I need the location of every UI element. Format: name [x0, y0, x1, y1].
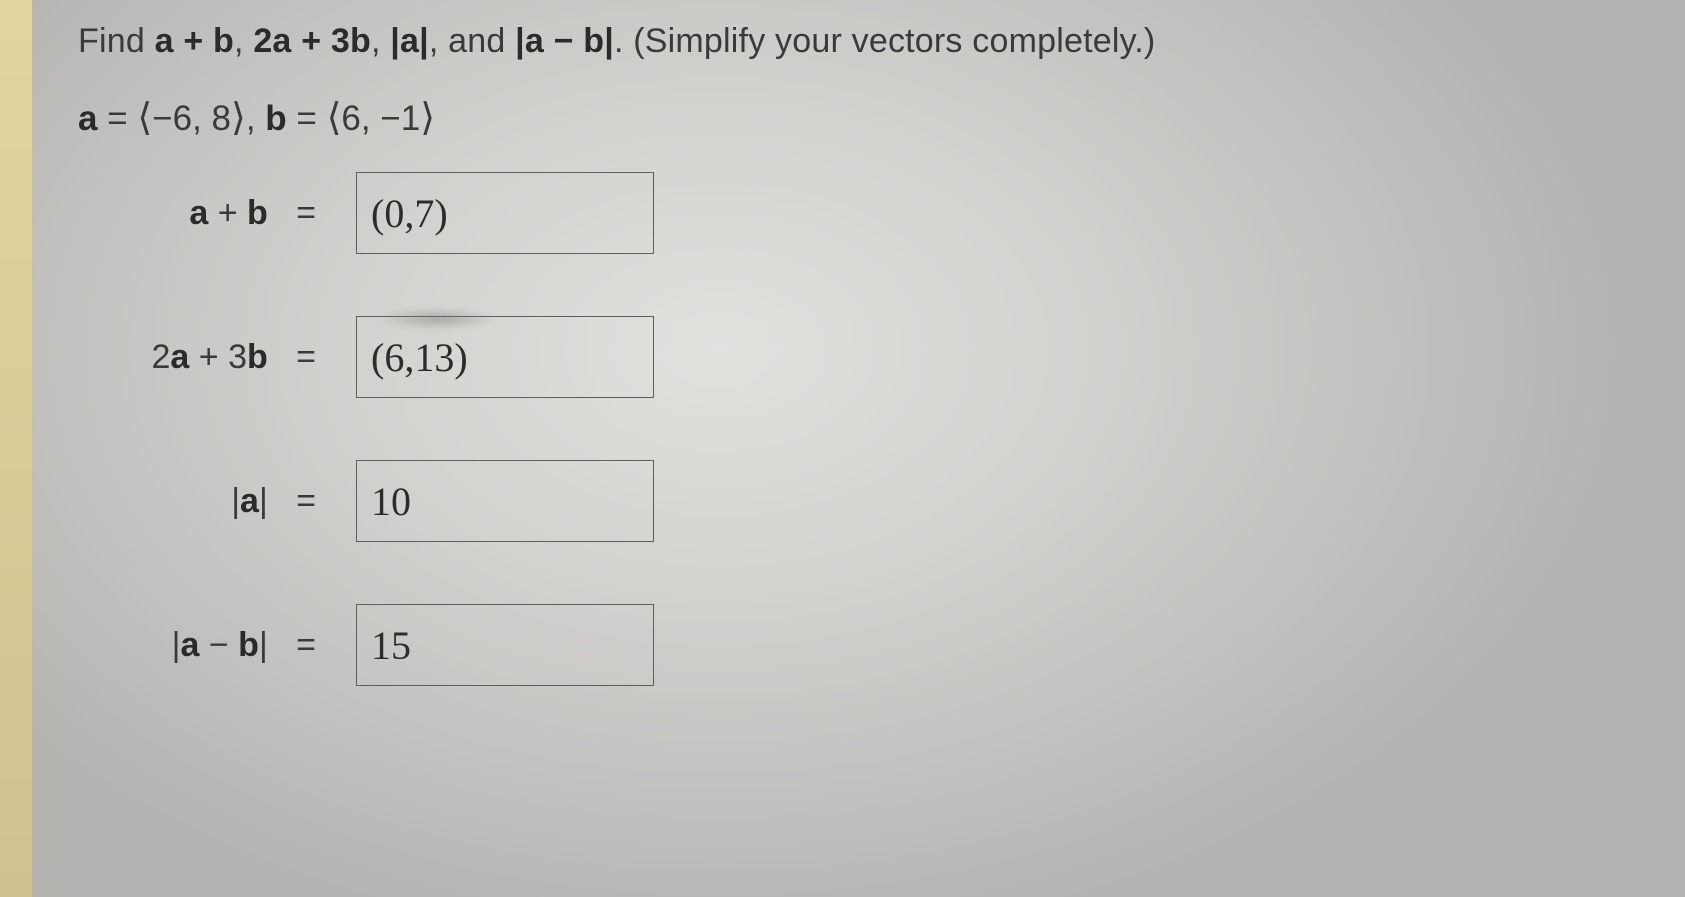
- prompt-expr-1: a + b: [155, 22, 234, 60]
- given-comma: ,: [246, 99, 265, 138]
- label-expr-2: 2a + 3b: [152, 338, 268, 376]
- prompt-sep-2: ,: [371, 22, 390, 60]
- answer-row-3: |a| = 10: [78, 460, 1638, 542]
- vector-b-label: b: [265, 99, 286, 138]
- question-content: Find a + b, 2a + 3b, |a|, and |a − b|. (…: [78, 22, 1638, 686]
- answer-label-2: 2a + 3b =: [78, 338, 336, 377]
- prompt-sep-3: , and: [429, 22, 515, 60]
- label-expr-3: |a|: [231, 482, 268, 520]
- answer-input-1[interactable]: (0,7): [356, 172, 654, 254]
- answer-row-4: |a − b| = 15: [78, 604, 1638, 686]
- prompt-expr-4: |a − b|: [515, 22, 614, 60]
- answer-input-2[interactable]: (6,13): [356, 316, 654, 398]
- answer-label-1: a + b =: [78, 194, 336, 233]
- answer-value-2: (6,13): [371, 334, 468, 381]
- answer-row-1: a + b = (0,7): [78, 172, 1638, 254]
- vector-b-eq: =: [287, 99, 327, 138]
- label-expr-1: a + b: [189, 194, 267, 232]
- left-margin-strip: [0, 0, 32, 897]
- answers-block: a + b = (0,7) 2a + 3b = (6,13) |a| = 1: [78, 172, 1638, 686]
- prompt-suffix: . (Simplify your vectors completely.): [614, 22, 1155, 60]
- label-expr-4: |a − b|: [172, 626, 268, 664]
- vector-a-label: a: [78, 99, 97, 138]
- prompt-expr-3: |a|: [390, 22, 429, 60]
- angle-close-b: ⟩: [420, 97, 435, 139]
- prompt-prefix: Find: [78, 22, 155, 60]
- angle-open-a: ⟨: [137, 97, 152, 139]
- answer-label-3: |a| =: [78, 482, 336, 521]
- given-vectors: a = ⟨−6, 8⟩, b = ⟨6, −1⟩: [78, 95, 1638, 140]
- angle-close-a: ⟩: [231, 97, 246, 139]
- angle-open-b: ⟨: [327, 97, 342, 139]
- prompt-sep-1: ,: [234, 22, 253, 60]
- answer-row-2: 2a + 3b = (6,13): [78, 316, 1638, 398]
- answer-label-4: |a − b| =: [78, 626, 336, 665]
- answer-value-3: 10: [371, 478, 411, 525]
- equals-4: =: [296, 626, 316, 665]
- prompt-expr-2: 2a + 3b: [253, 22, 371, 60]
- question-prompt: Find a + b, 2a + 3b, |a|, and |a − b|. (…: [78, 22, 1638, 61]
- answer-value-4: 15: [371, 622, 411, 669]
- answer-input-3[interactable]: 10: [356, 460, 654, 542]
- vector-b-value: 6, −1: [341, 99, 420, 138]
- vector-a-value: −6, 8: [152, 99, 231, 138]
- answer-value-1: (0,7): [371, 190, 448, 237]
- answer-input-4[interactable]: 15: [356, 604, 654, 686]
- equals-1: =: [296, 194, 316, 233]
- equals-2: =: [296, 338, 316, 377]
- vector-a-eq: =: [97, 99, 137, 138]
- equals-3: =: [296, 482, 316, 521]
